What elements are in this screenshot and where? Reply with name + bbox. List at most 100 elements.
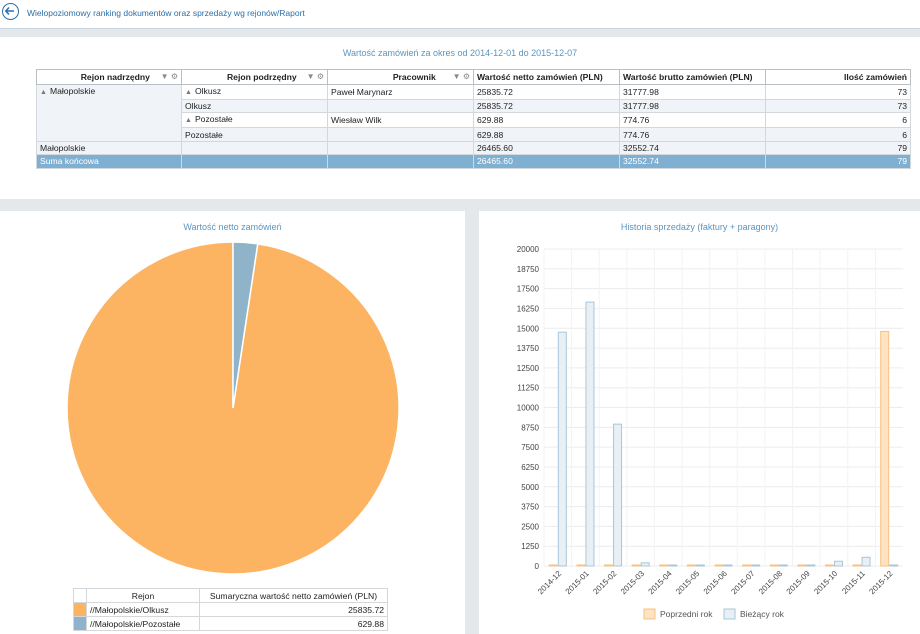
- cell-netto: 26465.60: [473, 154, 620, 169]
- cell-rejon-nadrzedny[interactable]: ▲ Małopolskie: [36, 84, 182, 142]
- legend-value: 629.88: [199, 616, 388, 631]
- bar[interactable]: [824, 564, 834, 567]
- column-header-ilosc[interactable]: Ilość zamówień: [765, 69, 911, 85]
- bar[interactable]: [723, 564, 733, 567]
- cell-netto: 26465.60: [473, 140, 620, 156]
- cell-pracownik: Paweł Marynarz: [327, 84, 474, 100]
- gear-icon[interactable]: ⚙: [462, 72, 470, 81]
- ranking-table: Rejon nadrzędny ▼ ⚙ Rejon podrzędny ▼ ⚙ Pr…: [36, 69, 911, 169]
- x-tick-label: 2015-04: [647, 569, 675, 597]
- cell-rejon-podrzedny[interactable]: ▲ Pozostałe: [181, 112, 328, 129]
- cell-pracownik: [327, 140, 474, 156]
- bar[interactable]: [778, 564, 788, 567]
- cell-rejon-podrzedny[interactable]: ▲ Olkusz: [181, 84, 328, 100]
- pie-slice[interactable]: [232, 241, 259, 409]
- bar[interactable]: [833, 560, 843, 567]
- cell-netto: 25835.72: [473, 98, 620, 114]
- bar[interactable]: [742, 564, 752, 567]
- cell-ilosc: 79: [765, 140, 911, 156]
- y-tick-label: 2500: [521, 522, 539, 531]
- back-button[interactable]: [2, 3, 19, 20]
- x-tick-label: 2015-02: [591, 569, 619, 597]
- x-tick-label: 2015-10: [812, 569, 840, 597]
- legend-label: //Małopolskie/Olkusz: [86, 602, 200, 617]
- table-row[interactable]: Olkusz 25835.72 31777.98 73: [37, 98, 911, 114]
- legend-value: 25835.72: [199, 602, 388, 617]
- y-tick-label: 0: [535, 562, 540, 571]
- cell-pracownik: [327, 154, 474, 169]
- x-tick-label: 2015-08: [757, 569, 785, 597]
- cell-rejon-nadrzedny: Małopolskie: [36, 140, 182, 156]
- x-tick-label: 2014-12: [536, 569, 564, 597]
- y-tick-label: 5000: [521, 483, 539, 492]
- column-header-rejon-podrzedny[interactable]: Rejon podrzędny ▼ ⚙: [181, 69, 328, 85]
- y-tick-label: 13750: [517, 344, 540, 353]
- collapse-triangle-icon[interactable]: ▲: [40, 89, 47, 96]
- filter-icon[interactable]: ▼: [452, 72, 461, 81]
- gear-icon[interactable]: ⚙: [316, 72, 324, 81]
- x-tick-label: 2015-01: [564, 569, 592, 597]
- cell-rejon-podrzedny: [181, 154, 328, 169]
- arrow-left-icon: [4, 6, 14, 16]
- bar[interactable]: [880, 330, 890, 567]
- legend-row[interactable]: //Małopolskie/Olkusz 25835.72: [73, 602, 388, 617]
- cell-pracownik: Wiesław Wilk: [327, 112, 474, 129]
- bar[interactable]: [695, 564, 705, 567]
- bar[interactable]: [548, 564, 558, 567]
- page-title: Wielopoziomowy ranking dokumentów oraz s…: [27, 8, 305, 18]
- cell-rejon-podrzedny: Olkusz: [181, 98, 328, 114]
- bar[interactable]: [852, 564, 862, 567]
- cell-ilosc: 6: [765, 127, 911, 142]
- bar[interactable]: [769, 564, 779, 567]
- bar[interactable]: [576, 564, 586, 567]
- column-header-wartosc-netto[interactable]: Wartość netto zamówień (PLN): [473, 69, 620, 85]
- gear-icon[interactable]: ⚙: [170, 72, 178, 81]
- bar[interactable]: [797, 564, 807, 567]
- pie-chart-panel: Wartość netto zamówień: [0, 211, 465, 634]
- column-header-rejon-nadrzedny[interactable]: Rejon nadrzędny ▼ ⚙: [36, 69, 182, 85]
- bar[interactable]: [889, 564, 899, 567]
- column-header-pracownik[interactable]: Pracownik ▼ ⚙: [327, 69, 474, 85]
- top-bar: Wielopoziomowy ranking dokumentów oraz s…: [0, 0, 920, 29]
- column-header-wartosc-brutto[interactable]: Wartość brutto zamówień (PLN): [619, 69, 766, 85]
- filter-icon[interactable]: ▼: [160, 72, 169, 81]
- bar[interactable]: [613, 423, 623, 567]
- bar[interactable]: [604, 564, 614, 567]
- bar[interactable]: [686, 564, 696, 567]
- x-tick-label: 2015-06: [702, 569, 730, 597]
- bar[interactable]: [751, 564, 761, 567]
- bar[interactable]: [668, 564, 678, 567]
- legend-header-value: Sumaryczna wartość netto zamówień (PLN): [199, 588, 388, 603]
- bar[interactable]: [585, 301, 595, 567]
- collapse-triangle-icon[interactable]: ▲: [185, 117, 192, 125]
- collapse-triangle-icon[interactable]: ▲: [185, 89, 192, 96]
- bar[interactable]: [714, 564, 724, 567]
- bar[interactable]: [557, 331, 567, 567]
- legend-header-row: Rejon Sumaryczna wartość netto zamówień …: [73, 588, 388, 603]
- y-tick-label: 12500: [517, 364, 540, 373]
- y-tick-label: 16250: [517, 304, 540, 313]
- legend-row[interactable]: //Małopolskie/Pozostałe 629.88: [73, 616, 388, 631]
- table-row[interactable]: Pozostałe 629.88 774.76 6: [37, 127, 911, 142]
- bar[interactable]: [631, 564, 641, 567]
- y-tick-label: 6250: [521, 463, 539, 472]
- filter-icon[interactable]: ▼: [306, 72, 315, 81]
- bar[interactable]: [806, 564, 816, 567]
- cell-rejon-nadrzedny: Suma końcowa: [36, 154, 182, 169]
- legend-swatch[interactable]: [643, 608, 656, 620]
- bar[interactable]: [659, 564, 669, 567]
- legend-swatch[interactable]: [723, 608, 736, 620]
- table-total-row[interactable]: Suma końcowa 26465.60 32552.74 79: [36, 154, 911, 169]
- cell-pracownik: [327, 98, 474, 114]
- legend-label[interactable]: Poprzedni rok: [660, 609, 713, 619]
- bar[interactable]: [861, 556, 871, 567]
- table-header-row: Rejon nadrzędny ▼ ⚙ Rejon podrzędny ▼ ⚙ Pr…: [36, 69, 911, 85]
- table-row[interactable]: ▲ Małopolskie ▲ Olkusz Paweł Marynarz 2583…: [36, 84, 911, 142]
- bar[interactable]: [640, 562, 650, 567]
- legend-label[interactable]: Bieżący rok: [740, 609, 785, 619]
- cell-netto: 629.88: [473, 127, 620, 142]
- legend-label: //Małopolskie/Pozostałe: [86, 616, 200, 631]
- cell-brutto: 32552.74: [619, 140, 766, 156]
- table-subtotal-row[interactable]: Małopolskie 26465.60 32552.74 79: [36, 140, 911, 156]
- cell-netto: 629.88: [473, 112, 620, 129]
